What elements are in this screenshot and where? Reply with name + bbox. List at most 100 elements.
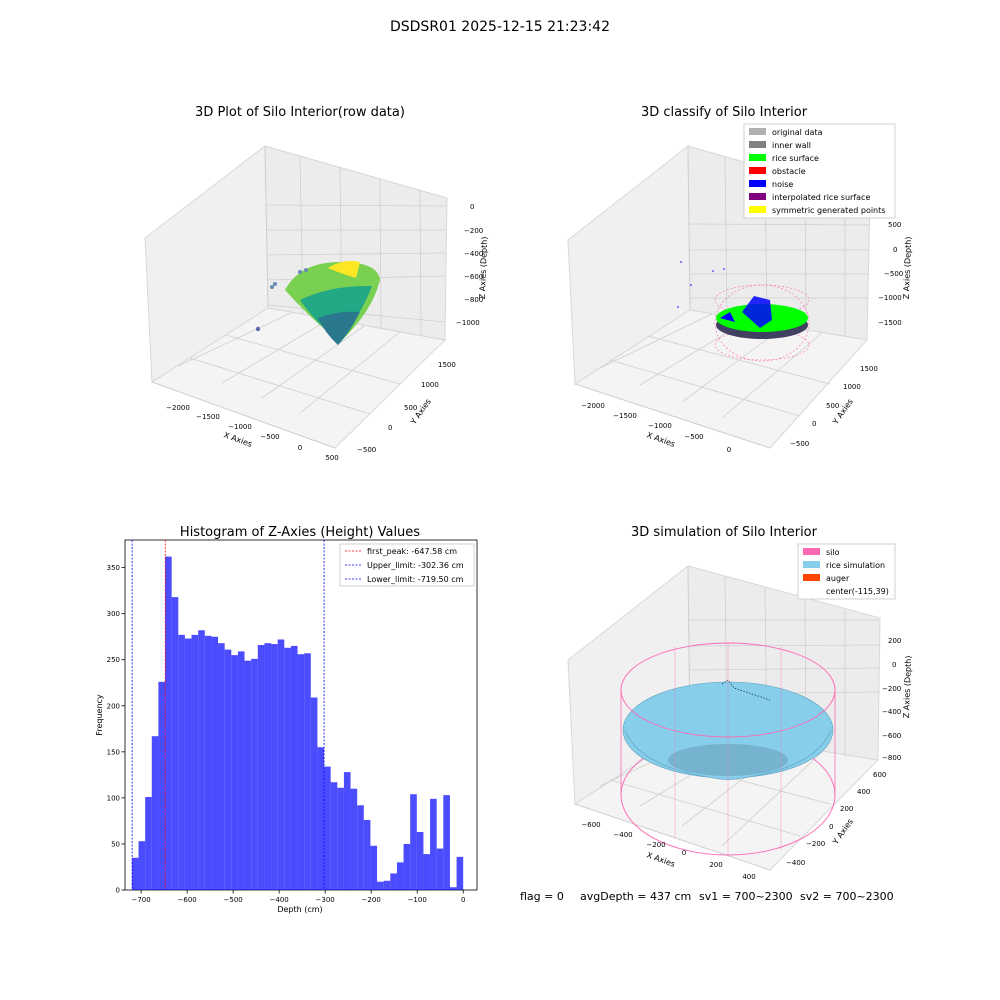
histogram-y-ticks: 0 50 100 150 200 250 300 350 (107, 564, 125, 895)
histogram-bar (297, 654, 305, 890)
p1-xtick-3: −500 (260, 433, 279, 441)
p1-ytick-2: 500 (404, 404, 417, 412)
panel4-simulation-render (620, 642, 836, 856)
histogram-bar (165, 556, 172, 890)
p1-xtick-2: −1000 (228, 423, 252, 431)
histogram-y-tick-label: 200 (107, 702, 120, 710)
histogram-ylabel: Frequency (95, 694, 104, 736)
p1-xtick-4: 0 (298, 444, 302, 452)
p1-ytick-0: −500 (357, 446, 376, 454)
p2-ytick-3: 1000 (843, 383, 861, 391)
histogram-bar (337, 787, 344, 890)
histogram-y-tick-label: 100 (107, 794, 120, 802)
p2-legend-item-6: symmetric generated points (749, 206, 885, 215)
p4-legend-label-2: auger (826, 574, 850, 583)
panel2-classified-points (677, 261, 810, 362)
panel1-axes-box (144, 145, 448, 449)
p4-ytick-5: 600 (873, 771, 886, 779)
p4-legend-item-0: silo (803, 548, 840, 557)
histogram-bar (304, 653, 311, 890)
p4-ztick-3: −400 (882, 708, 901, 716)
histogram-bar (324, 766, 331, 890)
p2-ztick-2: −500 (884, 270, 903, 278)
p2-legend-item-0: original data (749, 128, 823, 137)
panel4-xlabel: X Axies (645, 850, 676, 869)
panel-histogram: Histogram of Z-Axies (Height) Values −70… (95, 525, 478, 914)
p2-legend-item-1: inner wall (749, 141, 811, 150)
panel4-x-ticks: −600 −400 −200 0 200 400 (581, 821, 755, 881)
histogram-bar (184, 638, 192, 890)
panel1-y-ticks: −500 0 500 1000 1500 (357, 361, 456, 454)
histogram-bar (390, 873, 397, 890)
p4-ztick-5: −800 (882, 754, 901, 762)
histogram-bar (151, 736, 159, 890)
p2-legend-label-6: symmetric generated points (772, 206, 885, 215)
histogram-bar (310, 697, 318, 890)
histogram-bar (430, 798, 437, 890)
p4-xtick-2: −200 (646, 841, 665, 849)
p2-xtick-4: 0 (727, 446, 731, 454)
histogram-bar (416, 831, 424, 890)
histogram-bar (350, 788, 358, 890)
histogram-bar (178, 634, 185, 890)
status-sv2: sv2 = 700~2300 (800, 890, 894, 903)
status-avg-depth: avgDepth = 437 cm (580, 890, 691, 903)
p4-xtick-3: 0 (682, 849, 686, 857)
p2-legend-item-2: rice surface (749, 154, 819, 163)
p1-xtick-1: −1500 (196, 413, 220, 421)
histogram-bar (158, 681, 166, 890)
p4-ztick-4: −600 (882, 732, 901, 740)
panel4-y-ticks: −400 −200 0 200 400 600 (786, 771, 886, 867)
histogram-y-tick-label: 350 (107, 564, 120, 572)
panel2-legend: original data inner wall rice surface ob… (743, 123, 896, 219)
p1-ztick-1: −200 (464, 227, 483, 235)
histogram-x-tick-label: −700 (131, 896, 150, 904)
p4-legend-item-3: center(-115,39) (826, 587, 889, 596)
p2-ztick-1: 0 (893, 246, 897, 254)
panel1-z-ticks: 0 −200 −400 −600 −800 −1000 (456, 203, 483, 327)
p4-ytick-1: −200 (806, 840, 825, 848)
p2-legend-item-5: interpolated rice surface (749, 193, 870, 202)
histogram-y-tick-label: 50 (111, 840, 120, 848)
histogram-x-tick-label: −600 (178, 896, 197, 904)
p2-legend-label-0: original data (772, 128, 823, 137)
histogram-bar (231, 655, 238, 890)
panel1-zlabel: Z Axies (Depth) (478, 236, 489, 299)
histogram-bar (449, 887, 457, 890)
status-sv1: sv1 = 700~2300 (699, 890, 793, 903)
p1-ztick-2: −400 (464, 250, 483, 258)
p4-xtick-0: −600 (581, 821, 600, 829)
histogram-bar (211, 636, 219, 890)
p1-ztick-3: −600 (464, 273, 483, 281)
p2-ztick-4: −1500 (878, 319, 902, 327)
p2-legend-item-3: obstacle (749, 167, 806, 176)
p1-xtick-5: 500 (325, 454, 338, 462)
p4-ytick-3: 200 (840, 805, 853, 813)
p1-ztick-4: −800 (464, 296, 483, 304)
p4-xtick-4: 200 (709, 861, 722, 869)
histogram-bar (370, 845, 378, 890)
histogram-bar (383, 880, 391, 890)
panel1-x-ticks: −2000 −1500 −1000 −500 0 500 (166, 404, 339, 462)
histogram-legend: first_peak: -647.58 cm Upper_limit: -302… (339, 543, 475, 587)
p4-legend-label-3: center(-115,39) (826, 587, 889, 596)
panel-simulation: 3D simulation of Silo Interior (567, 525, 913, 881)
panel4-legend: silo rice simulation auger center(-115,3… (797, 543, 896, 600)
histogram-x-tick-label: −400 (270, 896, 289, 904)
p4-legend-label-0: silo (826, 548, 840, 557)
histogram-y-tick-label: 300 (107, 610, 120, 618)
p2-xtick-2: −1000 (648, 422, 672, 430)
hist-legend-label-1: Upper_limit: -302.36 cm (367, 561, 464, 570)
histogram-bar (218, 643, 225, 890)
p2-xtick-0: −2000 (581, 402, 605, 410)
panel-classify: 3D classify of Silo Interior (567, 105, 913, 454)
p4-legend-label-1: rice simulation (826, 561, 885, 570)
p4-xtick-1: −400 (613, 831, 632, 839)
p2-ytick-4: 1500 (860, 365, 878, 373)
p2-legend-label-5: interpolated rice surface (772, 193, 870, 202)
panel2-title: 3D classify of Silo Interior (641, 105, 808, 120)
histogram-bar (131, 857, 139, 890)
histogram-bar (204, 635, 212, 890)
histogram-xlabel: Depth (cm) (277, 905, 322, 914)
histogram-x-ticks: −700 −600 −500 −400 −300 −200 −100 0 (131, 890, 465, 904)
